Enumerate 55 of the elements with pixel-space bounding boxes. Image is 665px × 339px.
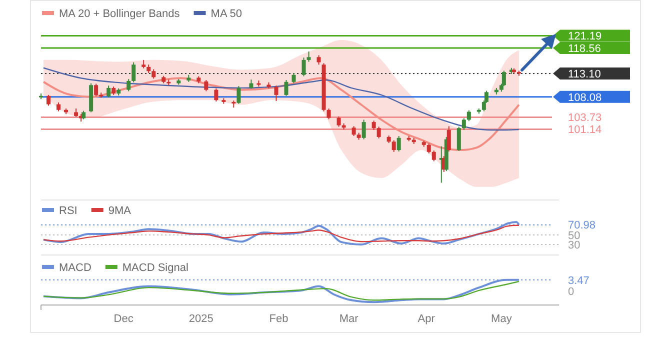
line-series <box>42 224 520 242</box>
candlestick <box>94 83 98 97</box>
candlestick <box>292 72 296 84</box>
candlestick <box>46 94 51 106</box>
y-tick-label: 0 <box>568 286 574 298</box>
y-tick-label: 113.10 <box>568 68 601 80</box>
candlestick <box>306 51 311 62</box>
legend-label: MACD Signal <box>122 262 188 274</box>
candlestick <box>106 85 111 98</box>
line-series <box>42 67 520 131</box>
y-tick-label: 3.47 <box>568 274 590 287</box>
y-tick-label: 118.56 <box>568 42 601 55</box>
candlestick <box>336 116 341 128</box>
legend-label: MA 50 <box>210 8 242 20</box>
candlestick <box>214 88 218 102</box>
candlestick <box>132 62 136 83</box>
y-tick-label: 108.08 <box>568 92 602 104</box>
candlestick <box>446 126 451 152</box>
candlestick <box>462 118 466 130</box>
legend-label: 9MA <box>108 204 132 217</box>
candlestick <box>456 126 461 152</box>
candlestick <box>274 85 278 102</box>
ref-line-label: 70.98 <box>568 220 596 232</box>
x-tick-label: Mar <box>339 313 359 325</box>
candlestick <box>204 80 208 92</box>
candlestick <box>326 108 331 120</box>
candlestick <box>426 143 431 154</box>
y-tick-label: 103.73 <box>568 112 602 124</box>
y-tick-label: 101.14 <box>568 124 602 136</box>
candlestick <box>466 110 471 122</box>
candlestick <box>249 79 254 90</box>
candlestick <box>302 57 306 77</box>
x-tick-label: Apr <box>418 313 436 325</box>
candlestick <box>152 68 156 80</box>
candlestick <box>236 86 241 104</box>
legend-label: MA 20 + Bollinger Bands <box>59 8 180 20</box>
candlestick <box>392 140 396 152</box>
legend-label: MACD <box>59 262 92 274</box>
x-tick-label: Feb <box>269 313 288 325</box>
candlestick <box>126 78 131 92</box>
candlestick <box>396 136 401 152</box>
y-tick-label: 121.19 <box>568 30 602 43</box>
x-tick-label: 2025 <box>188 313 214 325</box>
candlestick <box>362 119 366 140</box>
x-tick-label: May <box>491 313 512 325</box>
legend-label: RSI <box>59 204 78 217</box>
y-tick-label: 30 <box>568 239 580 252</box>
candlestick <box>316 54 321 66</box>
y-tick-label: 50 <box>568 230 580 242</box>
candlestick <box>376 126 381 139</box>
candlestick <box>284 80 288 96</box>
candlestick <box>432 150 436 162</box>
x-tick-label: Dec <box>114 313 134 325</box>
candlestick <box>372 120 376 130</box>
candlestick <box>352 126 356 137</box>
